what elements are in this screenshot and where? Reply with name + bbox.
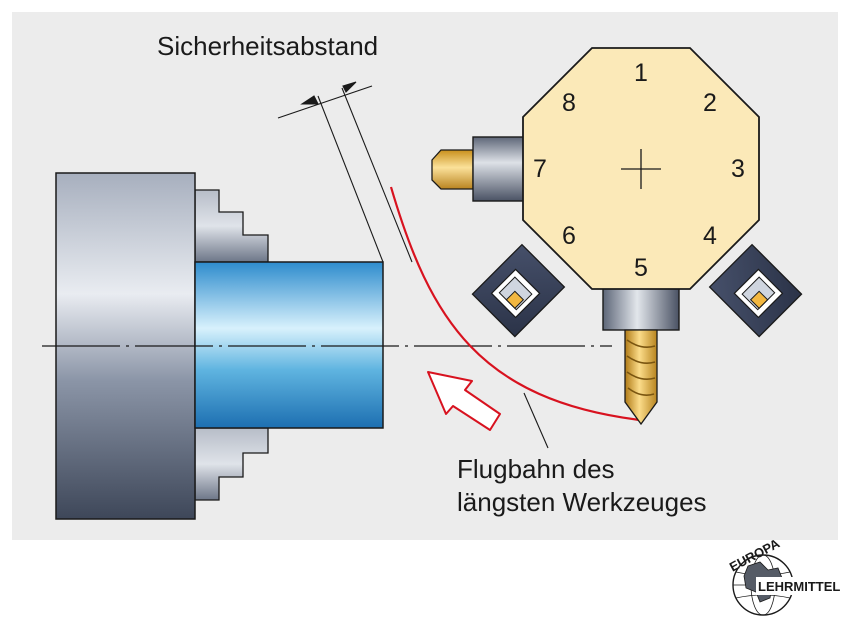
position-number: 8 bbox=[562, 89, 576, 117]
position-number: 7 bbox=[533, 155, 547, 183]
rotation-arrow bbox=[427, 371, 501, 431]
position-number: 3 bbox=[731, 155, 745, 183]
tool-holder-5 bbox=[602, 285, 680, 426]
trajectory-label-line2: längsten Werkzeuges bbox=[457, 487, 707, 517]
trajectory-label-line1: Flugbahn des bbox=[457, 454, 615, 484]
tool-holder-7 bbox=[431, 136, 525, 202]
tool-holder-6 bbox=[471, 243, 566, 338]
turret-position-numbers: 1 2 3 4 5 6 7 8 bbox=[533, 59, 745, 282]
position-number: 5 bbox=[634, 254, 648, 282]
logo-bottom-text: LEHRMITTEL bbox=[758, 579, 840, 594]
safety-distance-lines bbox=[277, 81, 413, 263]
position-number: 2 bbox=[703, 89, 717, 117]
position-number: 1 bbox=[634, 59, 648, 87]
tool-holder-4 bbox=[708, 243, 803, 338]
workpiece bbox=[194, 261, 384, 429]
position-number: 4 bbox=[703, 222, 717, 250]
safety-distance-label: Sicherheitsabstand bbox=[157, 31, 378, 61]
turret-center-crosshair bbox=[621, 149, 661, 189]
publisher-logo: LEHRMITTEL EUROPA bbox=[727, 535, 840, 616]
trajectory-curve bbox=[389, 186, 641, 422]
trajectory-leader bbox=[523, 392, 549, 449]
position-number: 6 bbox=[562, 222, 576, 250]
